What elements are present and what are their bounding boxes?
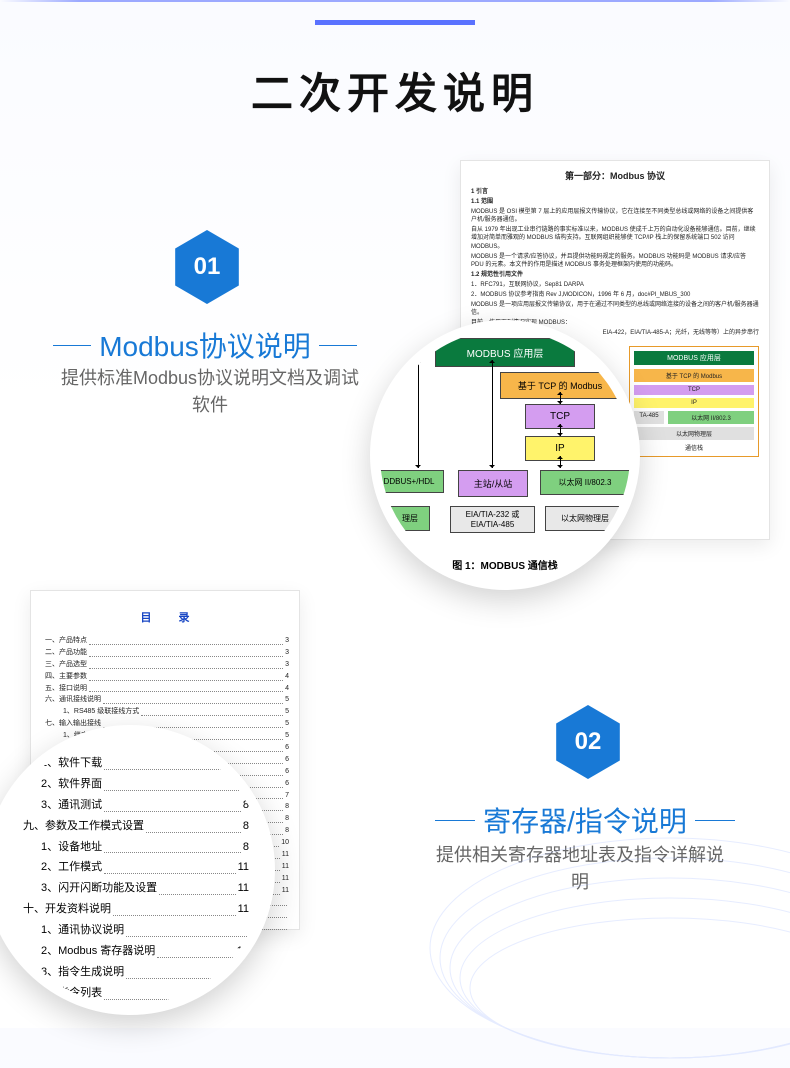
lens-toc-item: 2、Modbus 寄存器说明17: [23, 941, 249, 962]
lens-app: MODBUS 应用层: [435, 338, 575, 367]
section-01: 第一部分：Modbus 协议 1 引言 1.1 范围 MODBUS 是 OSI …: [0, 160, 790, 560]
magnifier-02: 1、软件下载62、软件界面3、通讯测试8九、参数及工作模式设置81、设备地址82…: [0, 725, 275, 1015]
magnifier-01: MODBUS 应用层 基于 TCP 的 Modbus TCP IP DDBUS+…: [370, 320, 640, 590]
lens-toc-item: 2、软件界面: [23, 774, 249, 795]
lens-toc-item: 3、闪开闪断功能及设置11: [23, 878, 249, 899]
toc-item: 四、主要参数4: [41, 671, 289, 683]
magnifier-02-content: 1、软件下载62、软件界面3、通讯测试8九、参数及工作模式设置81、设备地址82…: [0, 735, 265, 1005]
desc-01: 提供标准Modbus协议说明文档及调试软件: [60, 365, 360, 419]
doc-p3: MODBUS 是一个请求/应答协议，并且提供功能码规定的服务。MODBUS 功能…: [471, 253, 759, 269]
caption-01: Modbus协议说明: [35, 325, 375, 365]
lens-toc-item: 1、设备地址8: [23, 837, 249, 858]
hex-badge-01: 01: [170, 230, 244, 304]
toc-item: 三、产品选型3: [41, 659, 289, 671]
doc-h12: 1.2 规范性引用文件: [471, 271, 759, 279]
lens-eia: EIA/TIA-232 或 EIA/TIA-485: [450, 506, 535, 533]
decorative-wave: [410, 768, 790, 1068]
lens-caption: 图 1：MODBUS 通信栈: [380, 557, 630, 572]
stack-ip: IP: [634, 398, 754, 408]
toc-item: 六、通讯接线说明5: [41, 694, 289, 706]
toc-item: 二、产品功能3: [41, 647, 289, 659]
lens-toc-item: 1、软件下载6: [23, 753, 249, 774]
stack-caption: 通信栈: [634, 443, 754, 452]
hex-number-02: 02: [575, 728, 602, 756]
stack-extra: TA-485: [634, 411, 664, 424]
lens-toc-item: 4、指令列表: [23, 983, 249, 1004]
stack-app: MODBUS 应用层: [634, 351, 754, 365]
doc-h1: 1 引言: [471, 188, 759, 196]
stack-eth: 以太网 II/802.3: [668, 411, 754, 424]
toc-item: 五、接口说明4: [41, 683, 289, 695]
lens-ethphy: 以太网物理层: [545, 506, 625, 531]
stack-ethphy: 以太网物理层: [634, 427, 754, 440]
arrow-5: [560, 456, 561, 468]
lens-toc-item: 十、开发资料说明11: [23, 899, 249, 920]
doc-p4: 1．RFC791，互联网协议，Sep81 DARPA: [471, 281, 759, 289]
arrow-4: [560, 424, 561, 436]
caption-01-text: Modbus协议说明: [99, 325, 311, 365]
doc-title: 第一部分：Modbus 协议: [471, 169, 759, 182]
doc-p6: MODBUS 是一项应用层报文传输协议，用于在通过不同类型的总线或网络连接的设备…: [471, 301, 759, 317]
lens-phy: 理层: [390, 506, 430, 531]
lens-toc-list: 1、软件下载62、软件界面3、通讯测试8九、参数及工作模式设置81、设备地址82…: [23, 753, 249, 1015]
magnifier-01-content: MODBUS 应用层 基于 TCP 的 Modbus TCP IP DDBUS+…: [380, 330, 630, 580]
arrow-3: [560, 392, 561, 404]
arrow-2: [492, 360, 493, 468]
doc-h11: 1.1 范围: [471, 198, 759, 206]
arrow-1: [418, 360, 419, 468]
lens-hdl: DDBUS+/HDL: [374, 470, 444, 493]
stack-tcp: TCP: [634, 385, 754, 395]
doc-stack-diagram: MODBUS 应用层 基于 TCP 的 Modbus TCP IP TA-485…: [629, 346, 759, 457]
stack-tcpmodbus: 基于 TCP 的 Modbus: [634, 369, 754, 382]
top-accent-bar: [315, 20, 475, 25]
lens-toc-item: 3、通讯测试8: [23, 795, 249, 816]
lens-toc-item: 九、参数及工作模式设置8: [23, 816, 249, 837]
doc-p2: 自从 1979 年出现工业串行链路的事实标准以来，MODBUS 使成千上万的自动…: [471, 226, 759, 250]
lens-toc-item: 2、工作模式11: [23, 857, 249, 878]
top-divider: [0, 0, 790, 2]
lens-toc-item: 1、通讯协议说明: [23, 920, 249, 941]
toc-title: 目 录: [41, 609, 289, 625]
section-02: 目 录 一、产品特点3二、产品功能3三、产品选型3四、主要参数4五、接口说明4六…: [0, 590, 790, 1028]
doc-p1: MODBUS 是 OSI 模型第 7 层上的应用层报文传输协议，它在连接至不同类…: [471, 208, 759, 224]
lens-toc-item: 3、指令生成说明: [23, 962, 249, 983]
toc-item: 一、产品特点3: [41, 635, 289, 647]
page-title: 二次开发说明: [0, 60, 790, 121]
lens-master-slave: 主站/从站: [458, 470, 528, 497]
doc-p5: 2．MODBUS 协议参考指南 Rev J,MODICON，1996 年 6 月…: [471, 291, 759, 299]
hex-number: 01: [194, 253, 221, 281]
toc-item: 1、RS485 级联接线方式5: [41, 706, 289, 718]
lens-toc-item: 5、指令详解: [23, 1004, 249, 1015]
lens-eth: 以太网 II/802.3: [540, 470, 630, 495]
